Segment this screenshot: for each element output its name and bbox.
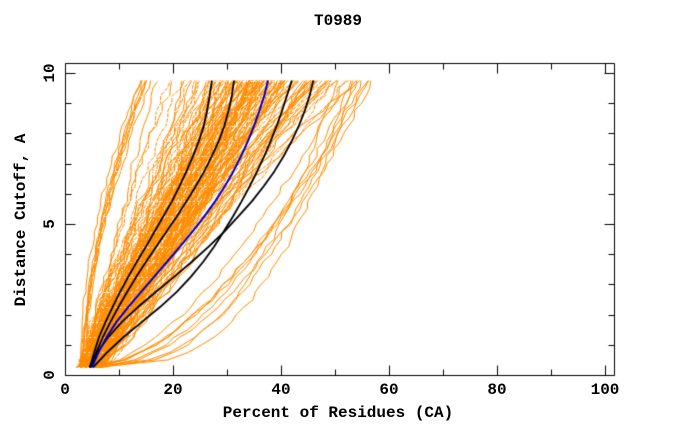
x-tick-label: 20 (163, 381, 183, 399)
y-tick-label: 10 (41, 63, 59, 83)
y-tick-label: 0 (41, 370, 59, 380)
x-tick-label: 100 (590, 381, 620, 399)
x-tick-label: 60 (379, 381, 399, 399)
x-tick-label: 0 (60, 381, 70, 399)
chart-title: T0989 (313, 12, 363, 30)
x-tick-label: 40 (271, 381, 291, 399)
y-tick-label: 5 (41, 219, 59, 229)
x-axis-label: Percent of Residues (CA) (222, 404, 454, 422)
x-tick-label: 80 (487, 381, 507, 399)
y-axis-label: Distance Cutoff, A (12, 133, 30, 307)
